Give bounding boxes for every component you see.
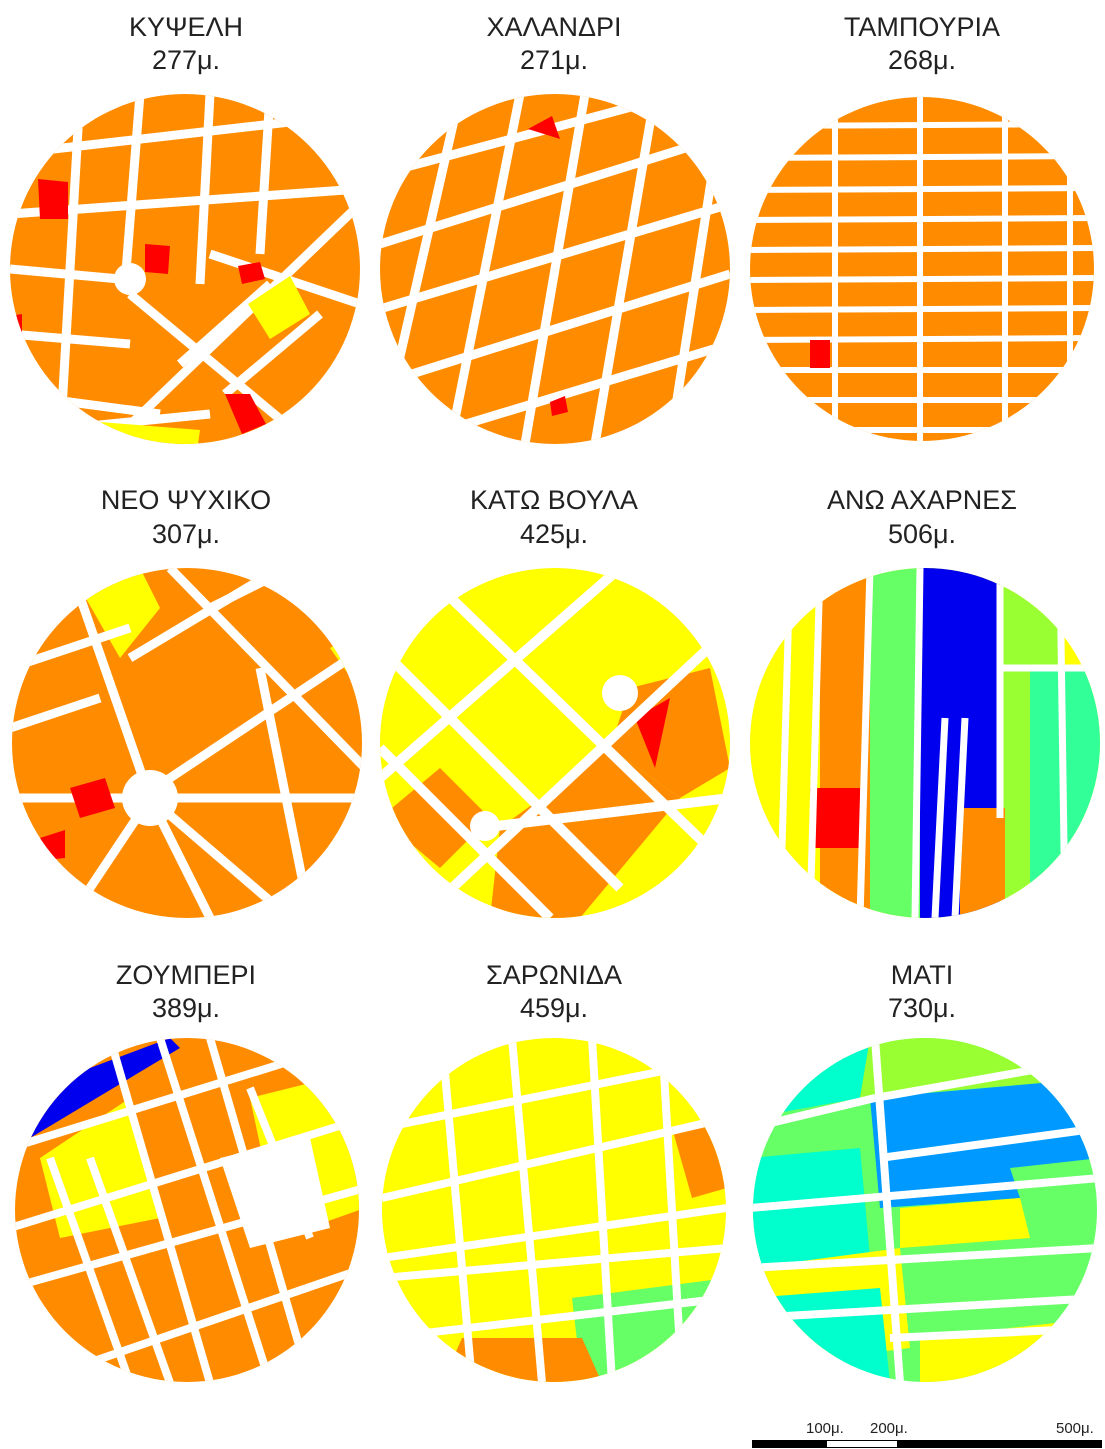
block-map-mati bbox=[753, 1038, 1097, 1382]
panel-distance: 277μ. bbox=[151, 45, 221, 75]
panel-title: ΣΑΡΩΝΙΔΑ bbox=[486, 960, 622, 990]
panel-mati: ΜΑΤΙ 730μ. bbox=[738, 950, 1105, 1420]
scale-label-100: 100μ. bbox=[806, 1420, 844, 1437]
panel-distance: 425μ. bbox=[519, 519, 589, 549]
panel-distance: 307μ. bbox=[151, 519, 221, 549]
panel-title: ΑΝΩ ΑΧΑΡΝΕΣ bbox=[827, 485, 1017, 515]
panel-title: ΜΑΤΙ bbox=[890, 960, 954, 990]
panel-ano-acharnes: ΑΝΩ ΑΧΑΡΝΕΣ 506μ. bbox=[738, 470, 1105, 950]
block-map-ano-acharnes bbox=[750, 568, 1100, 918]
panel-neo-psychiko: ΝΕΟ ΨΥΧΙΚΟ 307μ. bbox=[2, 470, 370, 950]
block-map-tampouria bbox=[750, 97, 1094, 441]
panel-title: ΧΑΛΑΝΔΡΙ bbox=[486, 12, 622, 42]
panel-title: ΚΥΨΕΛΗ bbox=[128, 12, 244, 42]
block-map-saronida bbox=[382, 1038, 726, 1382]
panel-chalandri: ΧΑΛΑΝΔΡΙ 271μ. bbox=[370, 0, 738, 470]
panel-kypseli: ΚΥΨΕΛΗ 277μ. bbox=[2, 0, 370, 470]
scale-label-500: 500μ. bbox=[1056, 1420, 1094, 1437]
block-map-chalandri bbox=[380, 94, 730, 444]
panel-zoumperi: ΖΟΥΜΠΕΡΙ 389μ. bbox=[2, 950, 370, 1420]
panel-saronida: ΣΑΡΩΝΙΔΑ 459μ. bbox=[370, 950, 738, 1420]
panel-distance: 389μ. bbox=[151, 993, 221, 1023]
panel-distance: 506μ. bbox=[887, 519, 957, 549]
panel-title: ΖΟΥΜΠΕΡΙ bbox=[115, 960, 257, 990]
scale-label-200: 200μ. bbox=[870, 1420, 908, 1437]
scale-segment-black-2 bbox=[897, 1440, 1102, 1448]
panel-tampouria: ΤΑΜΠΟΥΡΙΑ 268μ. bbox=[738, 0, 1105, 470]
panel-kato-voula: ΚΑΤΩ ΒΟΥΛΑ 425μ. bbox=[370, 470, 738, 950]
panel-distance: 730μ. bbox=[887, 993, 957, 1023]
block-map-zoumperi bbox=[15, 1038, 359, 1382]
block-map-kato-voula bbox=[380, 568, 730, 918]
panel-title: ΝΕΟ ΨΥΧΙΚΟ bbox=[100, 485, 272, 515]
panel-distance: 459μ. bbox=[519, 993, 589, 1023]
panel-distance: 271μ. bbox=[519, 45, 589, 75]
scale-segment-black-1 bbox=[752, 1440, 827, 1448]
scale-segment-white bbox=[827, 1440, 897, 1448]
scale-bar: 100μ. 200μ. 500μ. bbox=[752, 1420, 1102, 1449]
panel-title: ΚΑΤΩ ΒΟΥΛΑ bbox=[470, 485, 638, 515]
block-map-neo-psychiko bbox=[12, 568, 362, 918]
panel-title: ΤΑΜΠΟΥΡΙΑ bbox=[843, 12, 1001, 42]
block-map-kypseli bbox=[10, 94, 360, 444]
panel-distance: 268μ. bbox=[887, 45, 957, 75]
